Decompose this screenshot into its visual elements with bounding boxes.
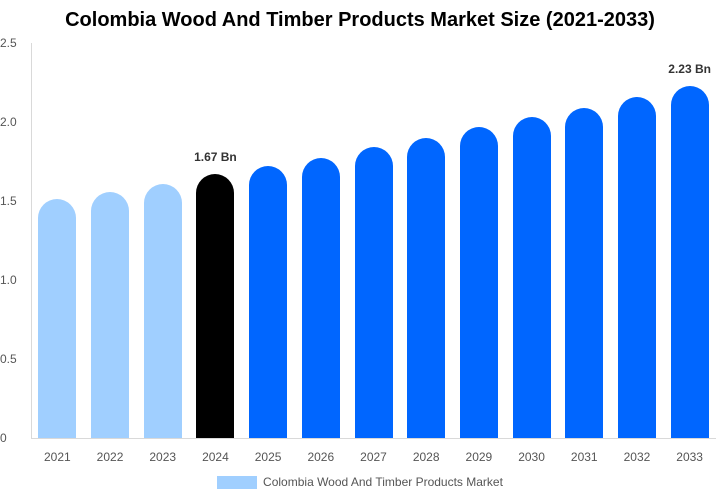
- y-tick-label: 0: [0, 431, 7, 445]
- x-tick-label: 2029: [465, 450, 493, 464]
- plot-area: [31, 43, 716, 438]
- x-tick-label: 2024: [202, 450, 229, 464]
- x-tick-label: 2030: [518, 450, 545, 464]
- bar-2024[interactable]: [196, 174, 235, 438]
- data-label-2033: 2.23 Bn: [668, 61, 711, 76]
- x-tick-label: 2025: [254, 450, 282, 464]
- bar-2033[interactable]: [670, 85, 709, 438]
- chart-title: Colombia Wood And Timber Products Market…: [65, 9, 655, 31]
- x-tick-label: 2022: [96, 450, 124, 464]
- x-tick-label: 2033: [676, 450, 703, 464]
- legend-label: Colombia Wood And Timber Products Market: [263, 475, 503, 489]
- y-tick-label: 1.0: [0, 273, 17, 287]
- bar-2022[interactable]: [91, 191, 130, 438]
- x-tick-label: 2027: [360, 450, 387, 464]
- x-tick-label: 2028: [412, 450, 440, 464]
- bar-2030[interactable]: [512, 117, 551, 438]
- legend-swatch: [217, 475, 258, 489]
- bar-2027[interactable]: [354, 147, 393, 438]
- x-tick-label: 2021: [43, 450, 71, 464]
- y-tick-label: 1.5: [0, 194, 17, 208]
- y-tick-label: 2.5: [0, 36, 17, 50]
- y-tick-label: 2.0: [0, 115, 17, 129]
- legend[interactable]: Colombia Wood And Timber Products Market: [0, 475, 720, 489]
- x-tick-label: 2023: [149, 450, 177, 464]
- y-axis-line: [31, 43, 32, 439]
- x-axis-line: [31, 438, 716, 439]
- bar-2032[interactable]: [617, 96, 656, 438]
- bar-2028[interactable]: [407, 137, 446, 438]
- bar-2026[interactable]: [301, 158, 340, 438]
- x-tick-label: 2026: [307, 450, 335, 464]
- x-tick-label: 2031: [570, 450, 598, 464]
- data-label-2024: 1.67 Bn: [194, 150, 237, 165]
- bar-2023[interactable]: [143, 183, 182, 438]
- bar-2021[interactable]: [38, 199, 77, 438]
- x-tick-label: 2032: [623, 450, 651, 464]
- bar-2025[interactable]: [249, 166, 288, 438]
- bar-2031[interactable]: [565, 107, 604, 438]
- bar-2029[interactable]: [459, 126, 498, 438]
- y-tick-label: 0.5: [0, 352, 17, 366]
